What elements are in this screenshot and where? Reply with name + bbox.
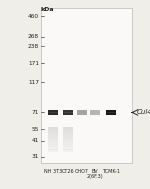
Bar [63,127,73,129]
Bar [106,112,116,113]
Bar [63,110,73,115]
Text: kDa: kDa [40,7,54,12]
Text: 238: 238 [28,44,39,49]
Bar [48,145,58,147]
Bar [63,129,73,131]
Bar [63,149,73,152]
Text: 460: 460 [28,14,39,19]
Bar [106,110,116,115]
Bar [63,131,73,133]
Bar [48,147,58,149]
Bar [63,141,73,143]
Bar [77,110,87,115]
Bar [48,135,58,137]
Text: NH 3T3: NH 3T3 [44,169,62,174]
Bar [48,129,58,131]
Bar [48,141,58,143]
Bar [49,112,58,113]
Text: 117: 117 [28,80,39,85]
Bar [63,145,73,147]
Text: 41: 41 [32,138,39,143]
Bar [90,110,100,115]
Text: BV
2(6F.3): BV 2(6F.3) [87,169,104,179]
Bar [63,147,73,149]
Bar [64,112,73,113]
Bar [48,133,58,135]
Bar [63,139,73,141]
Bar [48,137,58,139]
Text: 55: 55 [32,127,39,132]
Bar [48,127,58,129]
Text: 268: 268 [28,34,39,39]
Text: Cul4A: Cul4A [136,109,150,115]
Bar [63,135,73,137]
Bar [48,131,58,133]
Text: 71: 71 [32,110,39,115]
Bar [48,143,58,146]
Bar [40,8,132,163]
Bar [63,143,73,146]
Text: 31: 31 [32,154,39,159]
Text: CT26: CT26 [62,169,75,174]
Bar [48,149,58,152]
Bar [63,133,73,135]
Text: CHO7: CHO7 [75,169,89,174]
Text: 171: 171 [28,61,39,66]
Text: TCMK-1: TCMK-1 [102,169,120,174]
Bar [63,137,73,139]
Bar [48,139,58,141]
Bar [48,110,58,115]
